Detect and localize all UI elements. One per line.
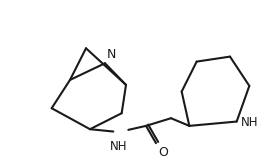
Text: O: O — [158, 146, 168, 159]
Text: NH: NH — [241, 116, 258, 129]
Text: N: N — [107, 48, 116, 61]
Text: NH: NH — [110, 140, 127, 153]
